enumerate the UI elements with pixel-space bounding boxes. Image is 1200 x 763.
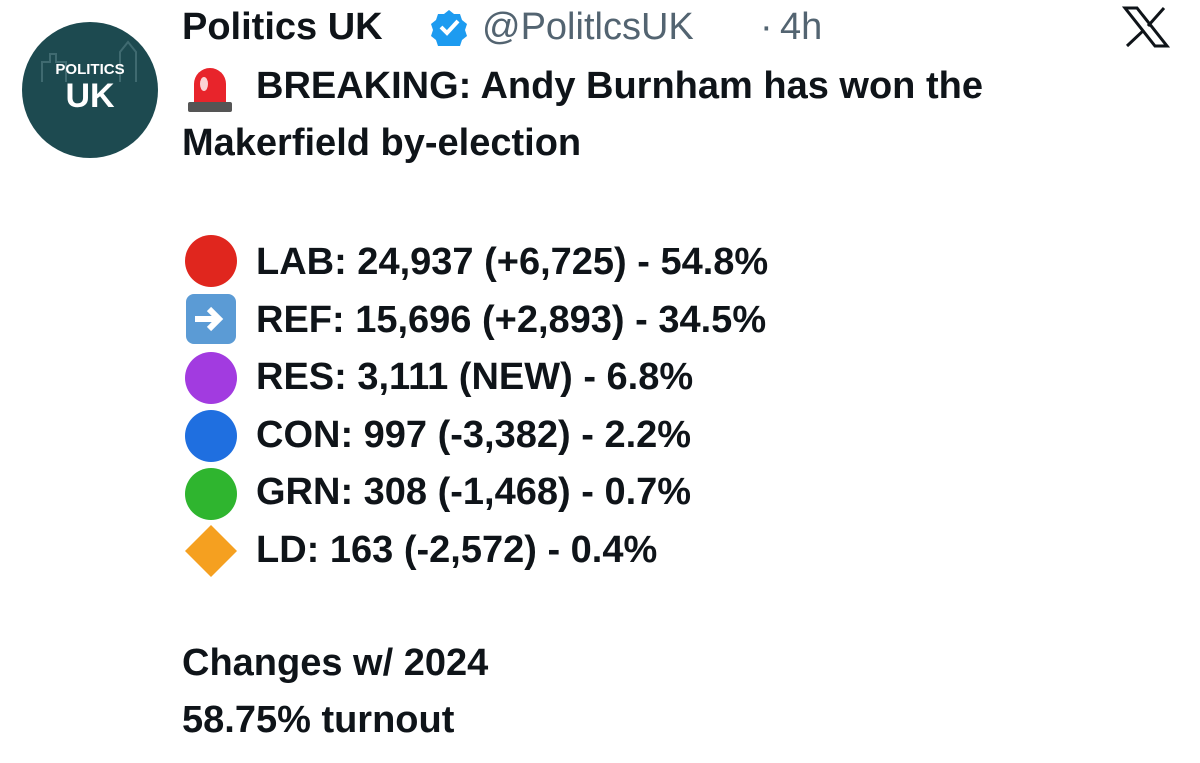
result-line: RES: 3,111 (NEW) - 6.8% [256,356,694,399]
headline-line: BREAKING: Andy Burnham has won the [256,65,983,107]
avatar: POLITICS UK [22,22,158,158]
headline-line: Makerfield by-election [182,122,582,164]
separator: · [760,6,773,48]
x-logo[interactable] [1122,6,1170,48]
footer-line: Changes w/ 2024 [182,642,489,684]
party-emojis [185,235,237,577]
result-line: LAB: 24,937 (+6,725) - 54.8% [256,241,769,283]
timestamp[interactable]: 4h [780,6,823,48]
result-line: CON: 997 (-3,382) - 2.2% [256,413,692,456]
footer-line: 58.75% turnout [182,699,455,741]
display-name[interactable]: Politics UK [182,6,383,48]
result-line: REF: 15,696 (+2,893) - 34.5% [256,298,767,341]
siren-emoji [188,68,232,112]
avatar-line1: POLITICS [55,61,124,78]
avatar-line2: UK [65,77,115,115]
verified-badge [431,10,467,46]
result-line: GRN: 308 (-1,468) - 0.7% [256,471,692,514]
handle[interactable]: @PolitlcsUK [482,6,694,48]
result-line: LD: 163 (-2,572) - 0.4% [256,529,658,571]
